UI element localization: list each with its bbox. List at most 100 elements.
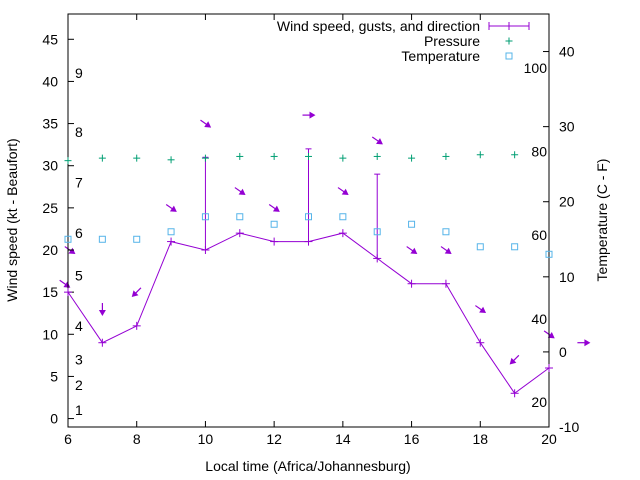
pressure-point bbox=[373, 152, 381, 160]
beaufort-scale-labels: 1 2 3 4 5 6 7 8 9 bbox=[75, 65, 83, 418]
wind-direction-arrow bbox=[475, 305, 487, 314]
wind-direction-arrow bbox=[577, 339, 591, 347]
pressure-point bbox=[98, 154, 106, 162]
temperature-point bbox=[270, 220, 278, 228]
temperature-point bbox=[201, 213, 209, 221]
x-tick-label: 16 bbox=[404, 431, 420, 447]
wind-direction-arrow bbox=[234, 187, 246, 196]
beaufort-label: 4 bbox=[75, 318, 83, 334]
beaufort-label: 1 bbox=[75, 402, 83, 418]
y-left-axis-label: Wind speed (kt - Beaufort) bbox=[4, 138, 20, 301]
legend-label: Pressure bbox=[424, 33, 480, 49]
fahrenheit-label: 60 bbox=[531, 227, 547, 243]
wind-gust-bar bbox=[374, 173, 381, 259]
series-temperature bbox=[64, 213, 553, 258]
beaufort-label: 2 bbox=[75, 377, 83, 393]
wind-speed-point bbox=[545, 364, 553, 372]
fahrenheit-label: 40 bbox=[531, 311, 547, 327]
temperature-point bbox=[64, 235, 72, 243]
x-tick-label: 6 bbox=[64, 431, 72, 447]
x-tick-label: 12 bbox=[266, 431, 282, 447]
beaufort-label: 6 bbox=[75, 225, 83, 241]
series-pressure bbox=[64, 151, 519, 165]
x-tick-label: 20 bbox=[541, 431, 557, 447]
y-left-tick-label: 45 bbox=[42, 31, 58, 47]
wind-direction-arrow bbox=[371, 136, 383, 145]
wind-speed-point bbox=[476, 338, 485, 347]
pressure-point bbox=[511, 151, 519, 159]
y-left-tick-label: 40 bbox=[42, 73, 58, 89]
y-right-axis-label: Temperature (C - F) bbox=[594, 159, 610, 282]
wind-speed-point bbox=[338, 229, 347, 238]
y-right-tick-label: 20 bbox=[559, 194, 575, 210]
y-left-tick-label: 25 bbox=[42, 200, 58, 216]
beaufort-label: 9 bbox=[75, 65, 83, 81]
wind-direction-arrow bbox=[64, 246, 76, 255]
y-left-tick-label: 5 bbox=[50, 368, 58, 384]
temperature-point bbox=[339, 213, 347, 221]
wind-direction-arrow bbox=[302, 111, 316, 119]
wind-direction-arrow bbox=[337, 187, 349, 196]
wind-speed-point bbox=[235, 229, 244, 238]
y-left-tick-label: 0 bbox=[50, 411, 58, 427]
wind-direction-arrow bbox=[268, 203, 280, 212]
wind-speed-point bbox=[407, 279, 416, 288]
temperature-point bbox=[545, 250, 553, 258]
temperature-point bbox=[98, 235, 106, 243]
y-right-tick-label: 30 bbox=[559, 119, 575, 135]
fahrenheit-label: 80 bbox=[531, 143, 547, 159]
legend-entry: Wind speed, gusts, and direction bbox=[277, 18, 530, 34]
legend-entry: Pressure bbox=[424, 33, 513, 49]
wind-direction-arrow bbox=[59, 279, 71, 288]
pressure-point bbox=[270, 152, 278, 160]
wind-gust-bar bbox=[305, 148, 312, 242]
beaufort-label: 8 bbox=[75, 124, 83, 140]
wind-direction-arrow bbox=[543, 330, 555, 339]
y-right-tick-label: 40 bbox=[559, 44, 575, 60]
temperature-point bbox=[408, 220, 416, 228]
x-tick-label: 8 bbox=[133, 431, 141, 447]
pressure-point bbox=[339, 154, 347, 162]
x-tick-label: 18 bbox=[472, 431, 488, 447]
y-right-tick-label: 0 bbox=[559, 344, 567, 360]
y-left-tick-label: 20 bbox=[42, 242, 58, 258]
x-tick-label: 14 bbox=[335, 431, 351, 447]
pressure-point bbox=[167, 156, 175, 164]
pressure-point bbox=[408, 154, 416, 162]
wind-direction-arrow bbox=[165, 203, 177, 212]
pressure-point bbox=[133, 154, 141, 162]
wind-direction-arrows bbox=[59, 111, 591, 365]
pressure-point bbox=[64, 157, 72, 165]
temperature-point bbox=[133, 235, 141, 243]
y-left-tick-label: 35 bbox=[42, 116, 58, 132]
legend-label: Wind speed, gusts, and direction bbox=[277, 18, 480, 34]
wind-direction-arrow bbox=[406, 246, 418, 255]
pressure-point bbox=[305, 152, 312, 160]
legend: Wind speed, gusts, and directionPressure… bbox=[277, 18, 530, 64]
y-right-tick-label: -10 bbox=[559, 419, 579, 435]
temperature-point bbox=[476, 243, 484, 251]
x-axis-ticks: 6 8 10 12 14 16 18 20 bbox=[64, 14, 557, 447]
wind-speed-point bbox=[64, 288, 72, 297]
wind-speed-point bbox=[132, 321, 141, 330]
pressure-point bbox=[236, 152, 244, 160]
wind-speed-point bbox=[441, 279, 450, 288]
y-left-tick-label: 10 bbox=[42, 326, 58, 342]
legend-entry: Temperature bbox=[401, 48, 513, 64]
temperature-point bbox=[305, 213, 312, 221]
wind-speed-point bbox=[270, 237, 279, 246]
fahrenheit-label: 20 bbox=[531, 394, 547, 410]
y-left-axis-ticks: 0 5 10 15 20 25 30 35 40 45 bbox=[42, 31, 74, 427]
wind-speed-point bbox=[98, 338, 107, 347]
temperature-point bbox=[442, 228, 450, 236]
wind-direction-arrow bbox=[98, 303, 106, 316]
x-tick-label: 10 bbox=[198, 431, 214, 447]
y-right-axis-ticks: -10 0 10 20 30 40 bbox=[543, 44, 579, 435]
beaufort-label: 3 bbox=[75, 352, 83, 368]
legend-label: Temperature bbox=[401, 48, 480, 64]
y-right-tick-label: 10 bbox=[559, 269, 575, 285]
fahrenheit-scale-labels: 20 40 60 80 100 bbox=[524, 60, 548, 410]
plot-border bbox=[67, 13, 550, 428]
plot-frame bbox=[67, 13, 550, 428]
